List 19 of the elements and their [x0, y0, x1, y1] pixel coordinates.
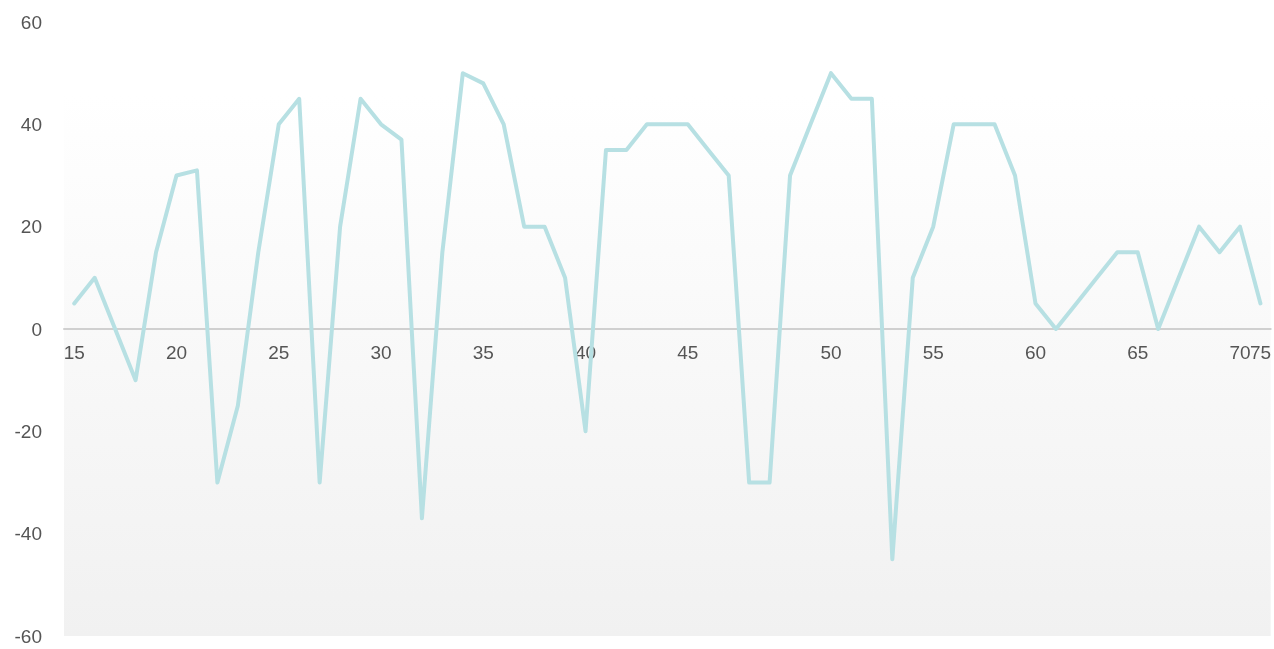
x-tick-label: 70: [1229, 342, 1251, 363]
x-tick-label: 45: [677, 342, 699, 363]
x-tick-label: 30: [370, 342, 392, 363]
x-tick-label: 35: [472, 342, 494, 363]
y-tick-label: 40: [20, 113, 42, 135]
x-tick-label: 50: [820, 342, 842, 363]
x-tick-label: 60: [1024, 342, 1047, 363]
y-tick-label: 60: [20, 11, 42, 33]
y-tick-label: 20: [20, 216, 42, 238]
x-tick-label: 75: [1249, 342, 1272, 363]
x-tick-label: 25: [268, 342, 290, 363]
y-tick-label: -40: [14, 523, 42, 545]
y-tick-label: -60: [14, 625, 42, 647]
x-tick-label: 15: [63, 342, 85, 363]
x-tick-label: 65: [1127, 342, 1149, 363]
x-tick-label: 20: [165, 342, 188, 363]
x-tick-label: 55: [922, 342, 944, 363]
y-tick-label: -20: [14, 420, 42, 442]
y-tick-label: 0: [31, 318, 42, 340]
